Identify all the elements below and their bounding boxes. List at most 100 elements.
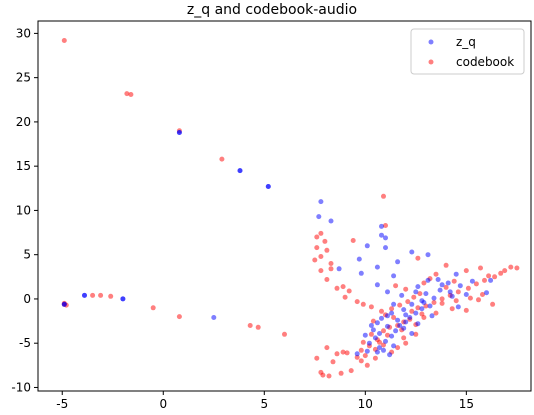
codebook-point [498, 270, 504, 276]
zq-point [484, 290, 489, 296]
x-tick-label: 15 [459, 397, 474, 411]
codebook-point [439, 300, 445, 306]
codebook-point [176, 314, 182, 320]
zq-point [383, 245, 388, 251]
codebook-point [439, 296, 445, 302]
codebook-point [368, 331, 374, 337]
legend-box [410, 28, 525, 75]
codebook-point [354, 354, 360, 360]
zq-point [395, 259, 401, 265]
zq-point [358, 270, 364, 276]
zq-point [437, 287, 443, 293]
codebook-point [150, 305, 156, 311]
codebook-point [326, 373, 332, 379]
legend-label: codebook [456, 55, 514, 69]
codebook-point [393, 283, 399, 289]
zq-point [370, 327, 376, 333]
codebook-point [358, 347, 364, 353]
codebook-point [514, 265, 520, 271]
points-layer [61, 38, 520, 379]
codebook-point [415, 255, 421, 261]
codebook-point [421, 280, 427, 286]
y-tick-label: -10 [11, 380, 31, 394]
zq-point [401, 307, 407, 313]
codebook-point [409, 308, 415, 314]
codebook-point [322, 238, 328, 244]
codebook-point [360, 301, 366, 307]
codebook-point [346, 288, 352, 294]
codebook-point [354, 299, 360, 305]
codebook-point [358, 358, 364, 364]
zq-point [372, 335, 378, 341]
codebook-point [314, 355, 320, 361]
codebook-point [328, 261, 334, 266]
zq-point [393, 328, 399, 334]
x-tick-label: 10 [358, 397, 373, 411]
zq-point [368, 323, 374, 328]
zq-point [429, 313, 435, 319]
zq-point [413, 289, 419, 295]
codebook-point [476, 297, 481, 303]
zq-point [318, 199, 324, 205]
codebook-point [61, 38, 67, 43]
codebook-point [421, 315, 427, 320]
zq-point [457, 283, 463, 289]
zq-point [383, 338, 388, 344]
codebook-point [108, 293, 114, 299]
zq-point [401, 325, 407, 331]
codebook-point [362, 353, 368, 359]
zq-point [415, 321, 421, 327]
codebook-point [433, 271, 439, 277]
codebook-point [403, 340, 409, 346]
codebook-point [328, 266, 334, 272]
zq-point [413, 310, 419, 316]
zq-point [362, 332, 368, 338]
zq-point [447, 289, 453, 295]
zq-point [120, 296, 126, 302]
zq-point [387, 352, 393, 358]
codebook-point [478, 265, 483, 271]
zq-point [366, 340, 372, 346]
codebook-point [360, 339, 366, 345]
codebook-point [463, 307, 469, 313]
codebook-point [219, 156, 225, 162]
codebook-point [381, 328, 386, 334]
codebook-point [340, 284, 346, 290]
zq-point [455, 304, 461, 310]
zq-point [379, 315, 384, 321]
zq-point [439, 282, 445, 288]
y-tick-label: 25 [16, 71, 31, 85]
zq-point [409, 249, 415, 255]
zq-point [445, 280, 451, 286]
axes-frame [37, 20, 532, 392]
zq-point [431, 295, 437, 301]
zq-point [379, 232, 384, 238]
zq-point [409, 331, 415, 336]
codebook-point [455, 289, 461, 295]
y-tick-label: 10 [16, 203, 31, 217]
zq-point [265, 184, 271, 189]
codebook-point [368, 304, 374, 310]
codebook-point [417, 291, 423, 297]
codebook-point [411, 294, 417, 300]
codebook-point [338, 370, 344, 376]
codebook-point [128, 92, 134, 97]
zq-point [391, 343, 397, 349]
codebook-point [330, 359, 336, 365]
zq-point [395, 317, 401, 323]
codebook-point [490, 301, 496, 307]
zq-point [385, 289, 390, 295]
legend-marker [428, 59, 434, 65]
codebook-point [508, 264, 514, 270]
codebook-point [318, 268, 324, 274]
codebook-point [124, 91, 130, 97]
zq-point [423, 291, 429, 297]
zq-point [389, 310, 395, 316]
zq-point [463, 292, 469, 297]
codebook-point [492, 274, 498, 280]
zq-point [435, 277, 441, 282]
zq-point [356, 256, 362, 262]
codebook-point [431, 300, 437, 305]
zq-point [391, 301, 397, 307]
